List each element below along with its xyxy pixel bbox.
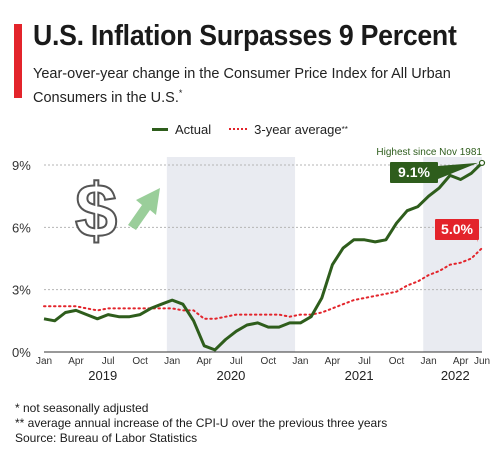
legend: Actual 3-year average ** <box>152 121 366 137</box>
year-band-2020 <box>166 157 296 352</box>
x-tick-label: Apr <box>453 356 469 367</box>
legend-label-average: 3-year average <box>254 121 342 137</box>
callout-average-label: 5.0% <box>441 221 473 237</box>
y-tick-label: 6% <box>12 220 31 235</box>
legend-item-average: 3-year average ** <box>229 122 348 137</box>
year-label: 2019 <box>88 368 117 383</box>
accent-bar <box>14 24 22 98</box>
y-tick-label: 3% <box>12 283 31 298</box>
x-tick-label: Jul <box>358 356 371 367</box>
legend-swatch-average <box>229 128 248 130</box>
rising-arrow-shape <box>128 188 160 230</box>
chart-svg: 0% 3% 6% 9% Jan Apr Jul Oct Jan Apr Jul Oct Jan Apr Ju… <box>12 147 490 383</box>
legend-swatch-actual <box>152 127 168 131</box>
annotation-peak-note: Highest since Nov 1981 <box>376 147 482 158</box>
x-tick-label: Apr <box>68 356 84 367</box>
legend-footnote-mark: ** <box>341 124 348 134</box>
chart-subtitle: Year-over-year change in the Consumer Pr… <box>33 65 453 108</box>
chart-title: U.S. Inflation Surpasses 9 Percent <box>33 20 457 52</box>
x-tick-label: Apr <box>196 356 212 367</box>
callout-actual-label: 9.1% <box>398 164 430 180</box>
x-tick-label: Jun <box>474 356 490 367</box>
x-tick-label: Jul <box>230 356 243 367</box>
callout-average-pointer <box>477 223 479 243</box>
dollar-rising-arrow-icon: $ <box>74 168 160 255</box>
dollar-glyph: $ <box>75 169 117 254</box>
callout-average-box <box>435 219 479 240</box>
legend-label-actual: Actual <box>175 121 212 137</box>
x-tick-label: Oct <box>389 356 405 367</box>
year-label: 2022 <box>441 368 470 383</box>
year-band-2022 <box>423 157 482 352</box>
series-line-average <box>43 247 483 320</box>
callout-actual-pointer <box>438 162 478 179</box>
last-point-marker <box>478 159 486 167</box>
x-tick-label: Oct <box>132 356 148 367</box>
subtitle-footnote-mark: * <box>178 88 183 98</box>
x-tick-label: Jul <box>102 356 115 367</box>
year-label: 2021 <box>345 368 374 383</box>
x-tick-label: Jan <box>421 356 437 367</box>
footnote-average: ** average annual increase of the CPI-U … <box>15 416 388 430</box>
x-tick-label: Jan <box>36 356 52 367</box>
x-tick-label: Apr <box>325 356 341 367</box>
x-tick-label: Oct <box>261 356 277 367</box>
x-tick-label: Jan <box>292 356 308 367</box>
y-tick-label: 9% <box>12 158 31 173</box>
footnotes: * not seasonally adjusted ** average ann… <box>15 401 387 446</box>
footnote-source: Source: Bureau of Labor Statistics <box>15 431 198 445</box>
year-label: 2020 <box>216 368 245 383</box>
y-tick-label: 0% <box>12 345 31 360</box>
subtitle-text: Year-over-year change in the Consumer Pr… <box>33 66 451 106</box>
series-line-actual <box>43 161 484 352</box>
legend-item-actual: Actual <box>152 122 211 137</box>
x-tick-label: Jan <box>164 356 180 367</box>
callout-actual-box <box>390 162 438 183</box>
footnote-seasonal: * not seasonally adjusted <box>15 401 149 415</box>
